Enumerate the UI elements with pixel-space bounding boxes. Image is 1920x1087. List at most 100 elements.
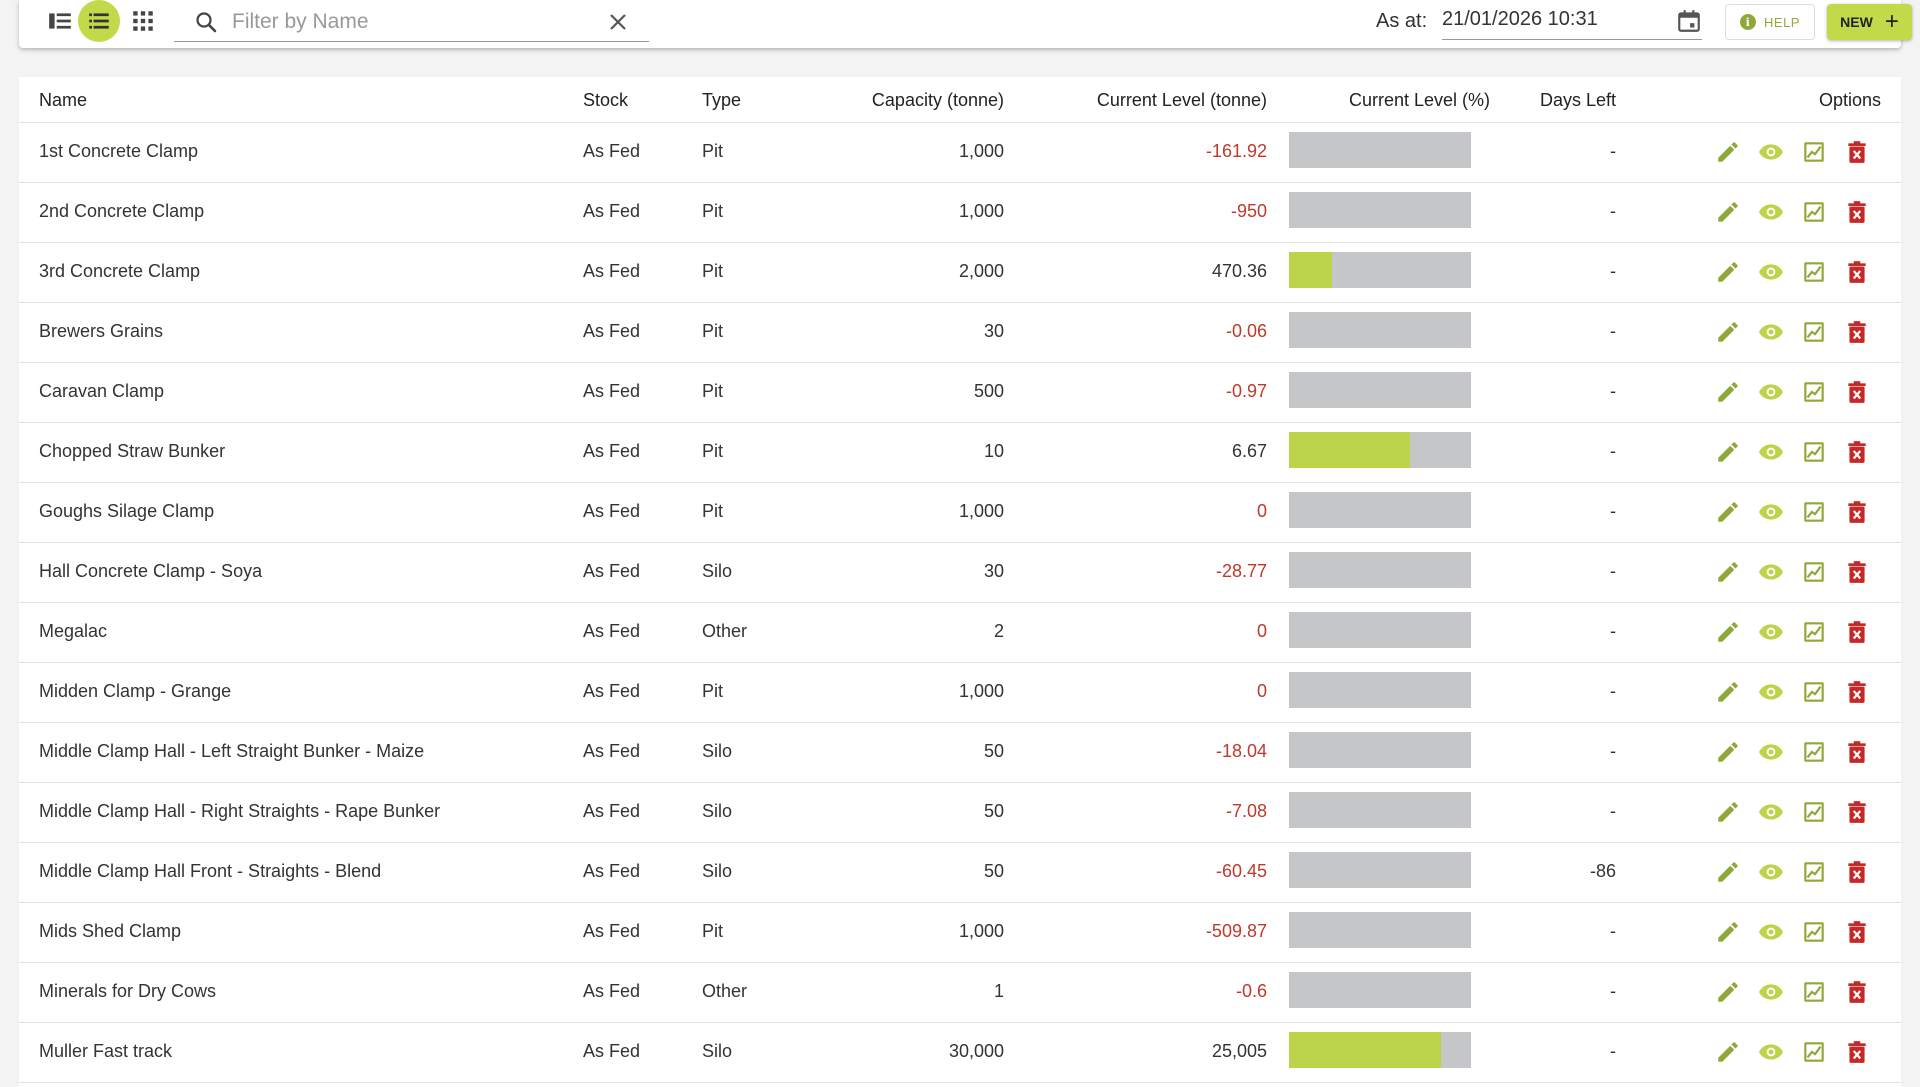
header-name[interactable]: Name	[39, 90, 88, 110]
edit-icon[interactable]	[1715, 859, 1741, 885]
calendar-icon[interactable]	[1676, 8, 1702, 34]
chart-icon[interactable]	[1801, 679, 1827, 705]
search-input[interactable]	[232, 6, 592, 38]
delete-icon[interactable]	[1844, 139, 1870, 165]
edit-icon[interactable]	[1715, 199, 1741, 225]
delete-icon[interactable]	[1844, 859, 1870, 885]
delete-icon[interactable]	[1844, 619, 1870, 645]
header-capacity[interactable]: Capacity (tonne)	[871, 90, 1004, 110]
table-row[interactable]: 1st Concrete Clamp As Fed Pit 1,000 -161.92 -	[19, 123, 1901, 183]
view-icon[interactable]	[1758, 739, 1784, 765]
delete-icon[interactable]	[1844, 679, 1870, 705]
table-row[interactable]: Middle Clamp Hall - Left Straight Bunker…	[19, 723, 1901, 783]
edit-icon[interactable]	[1715, 1039, 1741, 1065]
help-button[interactable]: i HELP	[1725, 4, 1815, 40]
view-icon[interactable]	[1758, 319, 1784, 345]
view-icon[interactable]	[1758, 799, 1784, 825]
edit-icon[interactable]	[1715, 499, 1741, 525]
table-row[interactable]: Middle Clamp Hall - Right Straights - Ra…	[19, 783, 1901, 843]
view-icon[interactable]	[1758, 139, 1784, 165]
table-row[interactable]: Goughs Silage Clamp As Fed Pit 1,000 0 -	[19, 483, 1901, 543]
table-row[interactable]: Minerals for Dry Cows As Fed Other 1 -0.6 -	[19, 963, 1901, 1023]
chart-icon[interactable]	[1801, 559, 1827, 585]
table-row[interactable]: Middle Clamp Hall Front - Straights - Bl…	[19, 843, 1901, 903]
delete-icon[interactable]	[1844, 799, 1870, 825]
view-icon[interactable]	[1758, 1039, 1784, 1065]
view-icon[interactable]	[1758, 859, 1784, 885]
edit-icon[interactable]	[1715, 319, 1741, 345]
delete-icon[interactable]	[1844, 559, 1870, 585]
row-type: Pit	[702, 141, 724, 161]
view-icon[interactable]	[1758, 439, 1784, 465]
table-row[interactable]: Brewers Grains As Fed Pit 30 -0.06 -	[19, 303, 1901, 363]
chart-icon[interactable]	[1801, 919, 1827, 945]
table-row[interactable]: Mids Shed Clamp As Fed Pit 1,000 -509.87 -	[19, 903, 1901, 963]
chart-icon[interactable]	[1801, 259, 1827, 285]
close-icon[interactable]	[606, 10, 630, 34]
view-icon[interactable]	[1758, 979, 1784, 1005]
sidebar-view-button[interactable]	[39, 0, 81, 42]
edit-icon[interactable]	[1715, 739, 1741, 765]
chart-icon[interactable]	[1801, 439, 1827, 465]
date-field[interactable]: 21/01/2026 10:31	[1442, 2, 1702, 40]
chart-icon[interactable]	[1801, 859, 1827, 885]
chart-icon[interactable]	[1801, 499, 1827, 525]
header-current-level[interactable]: Current Level (tonne)	[1096, 90, 1267, 110]
new-button[interactable]: NEW +	[1827, 4, 1912, 40]
edit-icon[interactable]	[1715, 619, 1741, 645]
row-name: Hall Concrete Clamp - Soya	[39, 561, 263, 581]
edit-icon[interactable]	[1715, 259, 1741, 285]
grid-view-button[interactable]	[122, 0, 164, 42]
chart-icon[interactable]	[1801, 1039, 1827, 1065]
view-icon[interactable]	[1758, 679, 1784, 705]
header-type[interactable]: Type	[702, 90, 742, 110]
table-row[interactable]: 2nd Concrete Clamp As Fed Pit 1,000 -950 -	[19, 183, 1901, 243]
table-row[interactable]: Megalac As Fed Other 2 0 -	[19, 603, 1901, 663]
list-view-button[interactable]	[78, 0, 120, 42]
chart-icon[interactable]	[1801, 619, 1827, 645]
chart-icon[interactable]	[1801, 379, 1827, 405]
chart-icon[interactable]	[1801, 739, 1827, 765]
chart-icon[interactable]	[1801, 799, 1827, 825]
table-row[interactable]: Chopped Straw Bunker As Fed Pit 10 6.67 -	[19, 423, 1901, 483]
view-icon[interactable]	[1758, 619, 1784, 645]
edit-icon[interactable]	[1715, 559, 1741, 585]
view-icon[interactable]	[1758, 499, 1784, 525]
view-icon[interactable]	[1758, 559, 1784, 585]
view-icon[interactable]	[1758, 259, 1784, 285]
delete-icon[interactable]	[1844, 499, 1870, 525]
table-row[interactable]: Muller Fast track As Fed Silo 30,000 25,005 -	[19, 1023, 1901, 1083]
delete-icon[interactable]	[1844, 739, 1870, 765]
edit-icon[interactable]	[1715, 439, 1741, 465]
table-row[interactable]: Caravan Clamp As Fed Pit 500 -0.97 -	[19, 363, 1901, 423]
view-icon[interactable]	[1758, 199, 1784, 225]
delete-icon[interactable]	[1844, 1039, 1870, 1065]
delete-icon[interactable]	[1844, 259, 1870, 285]
edit-icon[interactable]	[1715, 679, 1741, 705]
table-row[interactable]: Hall Concrete Clamp - Soya As Fed Silo 30 -2…	[19, 543, 1901, 603]
chart-icon[interactable]	[1801, 319, 1827, 345]
view-icon[interactable]	[1758, 379, 1784, 405]
row-current-level: -0.06	[1225, 321, 1267, 341]
delete-icon[interactable]	[1844, 919, 1870, 945]
edit-icon[interactable]	[1715, 919, 1741, 945]
header-stock[interactable]: Stock	[583, 90, 629, 110]
delete-icon[interactable]	[1844, 439, 1870, 465]
table-row[interactable]: 3rd Concrete Clamp As Fed Pit 2,000 470.36 -	[19, 243, 1901, 303]
table-row[interactable]: Midden Clamp - Grange As Fed Pit 1,000 0 -	[19, 663, 1901, 723]
delete-icon[interactable]	[1844, 379, 1870, 405]
edit-icon[interactable]	[1715, 799, 1741, 825]
chart-icon[interactable]	[1801, 199, 1827, 225]
edit-icon[interactable]	[1715, 139, 1741, 165]
header-days-left[interactable]: Days Left	[1539, 90, 1616, 110]
delete-icon[interactable]	[1844, 199, 1870, 225]
edit-icon[interactable]	[1715, 379, 1741, 405]
delete-icon[interactable]	[1844, 319, 1870, 345]
edit-icon[interactable]	[1715, 979, 1741, 1005]
chart-icon[interactable]	[1801, 979, 1827, 1005]
row-stock: As Fed	[583, 921, 641, 941]
delete-icon[interactable]	[1844, 979, 1870, 1005]
view-icon[interactable]	[1758, 919, 1784, 945]
chart-icon[interactable]	[1801, 139, 1827, 165]
header-current-percent[interactable]: Current Level (%)	[1348, 90, 1490, 110]
